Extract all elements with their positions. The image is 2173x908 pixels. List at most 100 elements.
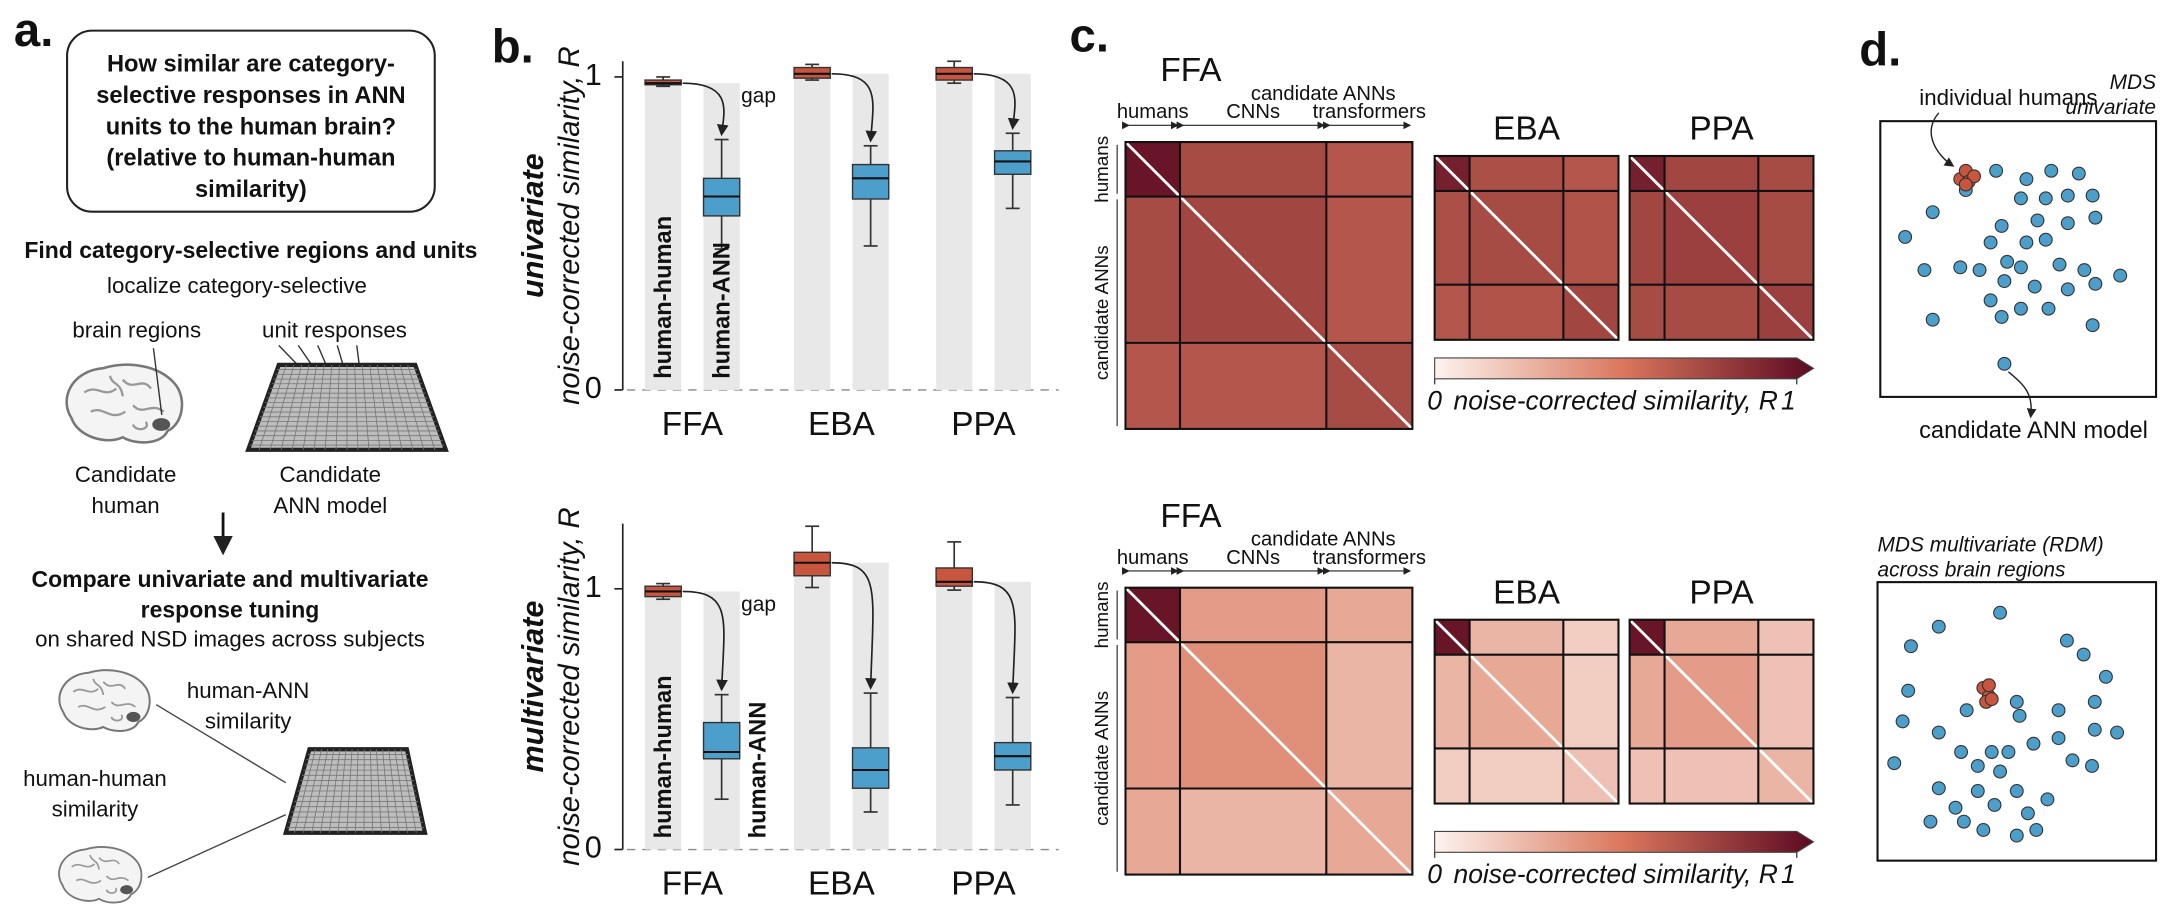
- heatmap-cell: [1563, 654, 1619, 749]
- colorbar-label: noise-corrected similarity, R: [1454, 385, 1778, 415]
- heatmap-cell: [1563, 155, 1619, 191]
- heatmap-cell: [1125, 342, 1181, 429]
- annotation: gap: [741, 593, 776, 616]
- step-title: Compare univariate and multivariate: [32, 566, 429, 592]
- point: [1953, 260, 1968, 275]
- heatmap-cell: [1180, 142, 1327, 197]
- caption: Candidate: [75, 462, 177, 487]
- point: [2085, 188, 2100, 203]
- point: [2085, 758, 2099, 773]
- diagonal: [1433, 154, 1620, 341]
- colorbar-tick-label: 1: [1781, 859, 1796, 889]
- heatmap-title: FFA: [1160, 52, 1222, 89]
- point: [1983, 235, 1998, 250]
- point: [1931, 781, 1946, 796]
- point: [1983, 293, 1998, 308]
- noise-ceiling-bar: [645, 591, 682, 850]
- heatmap-cell: [1434, 748, 1470, 804]
- heatmap-frame: [1433, 618, 1620, 805]
- heatmap-cell: [1326, 642, 1413, 789]
- series-label: human-human: [651, 216, 677, 379]
- point: [1931, 619, 1946, 634]
- point: [2087, 722, 2102, 737]
- box: [935, 567, 973, 587]
- row-label: humans: [1091, 136, 1112, 203]
- heatmap-cell: [1629, 748, 1665, 804]
- y-axis-label: noise-corrected similarity, R: [554, 507, 586, 865]
- point: [1931, 725, 1946, 740]
- heatmap-cell: [1758, 190, 1814, 285]
- caption: on shared NSD images across subjects: [35, 627, 425, 652]
- point: [2027, 279, 2042, 294]
- heatmap-cell: [1326, 196, 1413, 343]
- y-tick-label: 1: [585, 58, 602, 92]
- grid-line: [376, 749, 382, 833]
- point: [2077, 263, 2092, 278]
- point: [2110, 725, 2125, 740]
- heatmap-cell: [1434, 284, 1470, 340]
- point: [1898, 230, 1913, 244]
- heatmap-title: PPA: [1689, 574, 1754, 611]
- point: [1958, 177, 1973, 192]
- point: [2076, 647, 2091, 662]
- point: [1956, 814, 1971, 829]
- point: [2012, 708, 2027, 723]
- heatmap-cell: [1469, 284, 1564, 340]
- mds-title: across brain regions: [1878, 558, 2067, 581]
- point: [1997, 274, 2012, 289]
- point: [2088, 210, 2103, 225]
- step-title: Find category-selective regions and unit…: [24, 237, 477, 263]
- gap-arrow: [973, 72, 1020, 131]
- heatmap-frame: [1433, 154, 1620, 341]
- heatmap-cell: [1758, 654, 1814, 749]
- colorbar: [1434, 357, 1815, 380]
- point: [1895, 714, 1910, 729]
- heatmap-frame: [1628, 154, 1815, 341]
- point: [1917, 263, 1932, 278]
- point: [2051, 731, 2066, 746]
- row-label: candidate ANNs: [1091, 691, 1112, 826]
- caption: brain regions: [72, 317, 201, 342]
- gap-arrow: [831, 561, 877, 690]
- point: [1993, 764, 2008, 779]
- colorbar-tick-label: 1: [1781, 385, 1796, 415]
- point: [2009, 694, 2024, 709]
- point: [2060, 216, 2075, 231]
- colorbar-label: noise-corrected similarity, R: [1454, 859, 1778, 889]
- point: [1967, 169, 1982, 184]
- diagonal: [1433, 618, 1620, 805]
- heatmap-cell: [1758, 155, 1814, 191]
- group-header: candidate ANNs: [1251, 529, 1396, 551]
- point: [2060, 188, 2075, 203]
- point: [1925, 205, 1940, 220]
- box: [851, 163, 890, 200]
- panel-label: a.: [14, 4, 53, 57]
- point: [1984, 692, 1999, 707]
- brain: [58, 669, 151, 733]
- question-text: units to the human brain?: [106, 114, 396, 140]
- heatmap-cell: [1664, 155, 1759, 191]
- point: [2085, 318, 2100, 333]
- caption: unit responses: [262, 317, 407, 342]
- point: [2029, 823, 2044, 837]
- gap-arrow: [831, 72, 878, 143]
- heatmap-cell: [1180, 587, 1327, 643]
- point: [2013, 191, 2028, 206]
- heatmap-cell: [1125, 196, 1181, 343]
- brain: [65, 363, 184, 444]
- box: [851, 747, 890, 789]
- caption: ANN model: [273, 493, 387, 518]
- caption: similarity: [205, 709, 292, 734]
- panel-label: c.: [1070, 9, 1109, 62]
- similarity-lines: [147, 704, 287, 878]
- diagonal: [1124, 586, 1414, 876]
- x-tick-label: FFA: [662, 406, 724, 443]
- heatmap-cell: [1434, 190, 1470, 285]
- gap-arrow: [682, 590, 728, 692]
- question-text: How similar are category-: [107, 52, 395, 78]
- point: [1887, 756, 1902, 771]
- point: [2038, 232, 2053, 247]
- point: [2098, 669, 2113, 684]
- panel-label: b.: [492, 21, 534, 74]
